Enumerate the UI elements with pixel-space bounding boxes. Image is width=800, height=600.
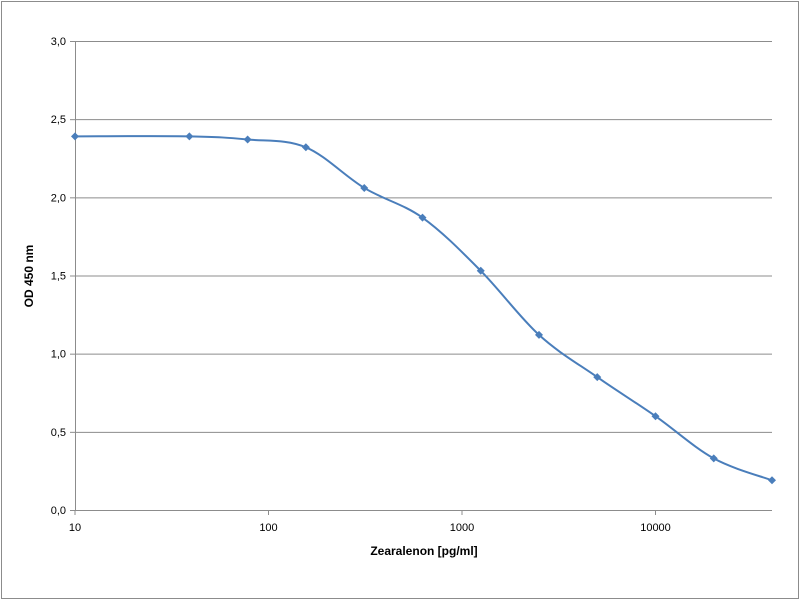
data-point (768, 476, 776, 485)
y-tick-label: 2,0 (51, 192, 66, 204)
y-tick-label: 0,0 (51, 505, 66, 517)
x-tick-label: 100 (259, 522, 277, 534)
data-point (71, 132, 79, 141)
data-point (418, 213, 427, 222)
y-tick-label: 3,0 (51, 36, 66, 48)
y-tick-label: 2,5 (51, 114, 66, 126)
x-tick-label: 10 (69, 522, 81, 534)
y-tick-label: 0,5 (51, 427, 66, 439)
y-tick-label: 1,0 (51, 349, 66, 361)
data-point (243, 135, 252, 144)
y-axis-title: OD 450 nm (22, 245, 36, 308)
data-point (535, 330, 544, 339)
y-tick-label: 1,5 (51, 271, 66, 283)
x-tick-label: 1000 (450, 522, 474, 534)
data-point (185, 132, 194, 141)
data-point (651, 412, 660, 421)
data-point (360, 183, 369, 192)
data-point (709, 454, 718, 463)
data-point (593, 373, 602, 382)
x-axis-title: Zearalenon [pg/ml] (370, 544, 477, 558)
data-point (476, 266, 485, 275)
x-tick-label: 10000 (640, 522, 671, 534)
data-point (301, 143, 310, 152)
